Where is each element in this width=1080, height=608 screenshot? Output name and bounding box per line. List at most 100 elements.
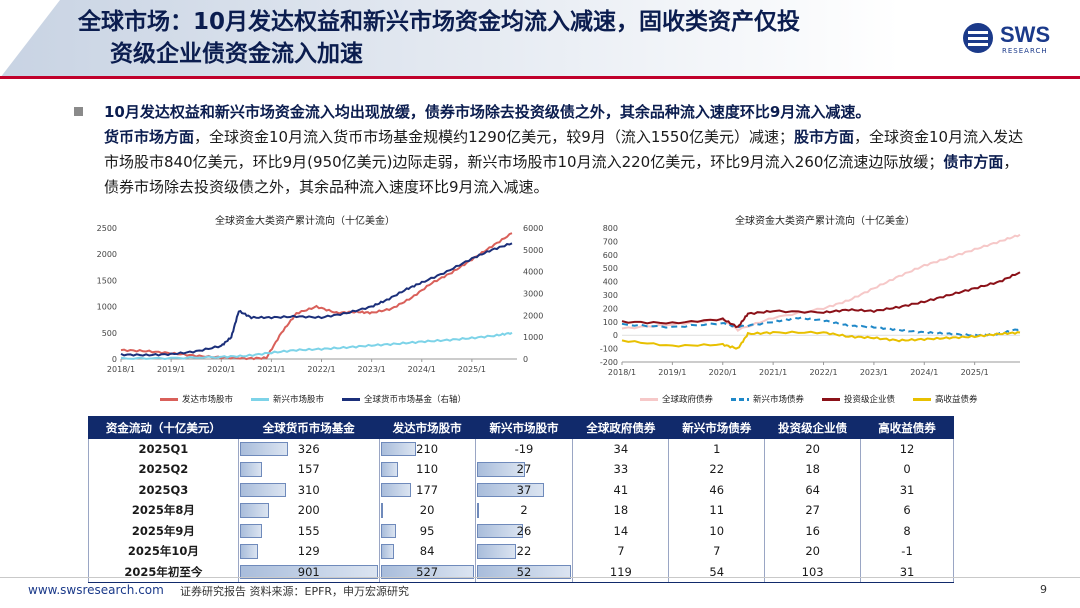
y-tick-label: 600 — [603, 251, 618, 260]
table-cell: 8 — [860, 520, 954, 541]
x-tick-label: 2025/1 — [458, 365, 486, 374]
y-tick-label: 0 — [613, 331, 618, 340]
table-cell: 527 — [378, 561, 476, 583]
cell-value: 26 — [516, 523, 532, 538]
y-tick-label: 100 — [603, 318, 618, 327]
data-bar — [239, 442, 289, 456]
data-bar — [476, 544, 516, 559]
table-cell: 16 — [764, 520, 862, 541]
cell-value: 31 — [899, 482, 915, 497]
y-tick-label: 300 — [603, 291, 618, 300]
y-tick-label: 1500 — [97, 276, 117, 285]
summary-text: 10月发达权益和新兴市场资金流入均出现放缓，债券市场除去投资级债之外，其余品种流… — [80, 100, 1030, 200]
row-label: 2025年8月 — [88, 500, 239, 521]
x-tick-label: 2020/1 — [207, 365, 235, 374]
y-right-tick-label: 2000 — [523, 311, 543, 320]
cell-value: 27 — [516, 462, 532, 477]
data-bar — [239, 482, 286, 497]
legend-label: 全球政府债券 — [662, 395, 714, 405]
legend-swatch — [822, 397, 841, 401]
equity-text: ，全球资金10月流入发达市场股市840亿美元，环比9月(950亿美元)边际走弱，… — [104, 128, 1024, 171]
table-cell: 12 — [860, 438, 954, 459]
legend-swatch — [731, 397, 750, 401]
table-cell: 14 — [572, 520, 670, 541]
table-cell: 10 — [668, 520, 766, 541]
table-header-cell: 全球政府债券 — [572, 416, 670, 439]
table-header-cell: 投资级企业债 — [764, 416, 862, 439]
y-right-tick-label: 5000 — [523, 246, 543, 255]
legend-label: 新兴市场股市 — [273, 395, 325, 405]
header-divider — [0, 76, 1080, 79]
series-line-2 — [120, 242, 513, 357]
table-cell: 1 — [668, 438, 766, 459]
x-tick-label: 2018/1 — [608, 368, 636, 377]
table-header-cell: 新兴市场债券 — [668, 416, 766, 439]
cell-value: 7 — [713, 544, 721, 559]
table-row: 2025年9月 155 95 26 14 10 16 8 — [88, 520, 954, 541]
x-tick-label: 2020/1 — [709, 368, 737, 377]
cell-value: 8 — [903, 523, 911, 538]
cell-value: -1 — [901, 544, 913, 559]
cell-value: 1 — [713, 442, 721, 456]
cell-value: 119 — [609, 564, 632, 579]
y-tick-label: 500 — [603, 264, 618, 273]
logo-text: SWS — [1000, 22, 1051, 47]
x-tick-label: 2019/1 — [157, 365, 185, 374]
table-cell: 41 — [572, 479, 670, 500]
summary-lead: 10月发达权益和新兴市场资金流入均出现放缓，债券市场除去投资级债之外，其余品种流… — [104, 103, 871, 121]
cell-value: 129 — [297, 544, 320, 559]
page-number: 9 — [1040, 583, 1047, 596]
sws-logo-icon — [963, 23, 993, 53]
y-right-tick-label: 3000 — [523, 290, 543, 299]
table-cell: 210 — [378, 438, 476, 459]
y-tick-label: -200 — [600, 358, 618, 367]
cell-value: 527 — [416, 564, 439, 579]
table-row: 2025Q3 310 177 37 41 46 64 31 — [88, 479, 954, 500]
x-tick-label: 2022/1 — [809, 368, 837, 377]
table-cell: 27 — [474, 459, 574, 480]
x-tick-label: 2018/1 — [107, 365, 135, 374]
legend-swatch — [342, 397, 361, 401]
data-bar — [380, 503, 383, 518]
table-cell: 37 — [474, 479, 574, 500]
table-cell: 7 — [668, 541, 766, 562]
data-bar — [239, 523, 262, 538]
legend-label: 新兴市场债券 — [753, 395, 805, 405]
footer-url-link[interactable]: www.swsresearch.com — [28, 583, 164, 597]
cell-value: 11 — [709, 503, 725, 518]
legend-swatch — [251, 397, 270, 401]
table-cell: 103 — [764, 561, 862, 583]
cell-value: 20 — [805, 544, 820, 559]
y-right-tick-label: 4000 — [523, 268, 543, 277]
legend-label: 全球货币市场基金（右轴） — [364, 395, 467, 405]
data-bar — [476, 564, 572, 579]
data-bar — [380, 462, 399, 477]
legend-item-mmf: 全球货币市场基金（右轴） — [342, 393, 466, 405]
cell-value: 41 — [613, 482, 629, 497]
x-tick-label: 2022/1 — [307, 365, 335, 374]
series-line-3 — [621, 330, 1021, 350]
cell-value: 157 — [297, 462, 320, 477]
data-bar — [380, 544, 394, 559]
table-cell: 22 — [668, 459, 766, 480]
x-tick-label: 2023/1 — [358, 365, 386, 374]
row-label: 2025Q1 — [88, 438, 239, 459]
table-cell: 6 — [860, 500, 954, 521]
cell-value: 46 — [709, 482, 725, 497]
cell-value: 20 — [419, 503, 435, 518]
table-cell: 84 — [378, 541, 476, 562]
legend-swatch — [640, 397, 658, 401]
data-bar — [239, 503, 269, 518]
table-row: 2025Q1 326 210 -19 34 1 20 12 — [88, 438, 954, 459]
y-tick-label: 2000 — [97, 250, 117, 259]
table-cell: 31 — [860, 561, 954, 583]
y-tick-label: 800 — [603, 224, 618, 233]
cell-value: 37 — [516, 482, 532, 497]
table-row: 2025Q2 157 110 27 33 22 18 0 — [88, 459, 954, 480]
data-bar — [380, 442, 417, 456]
table-cell: 177 — [378, 479, 476, 500]
cell-value: 14 — [613, 523, 629, 538]
table-cell: 26 — [474, 520, 574, 541]
fund-flow-table: 资金流动（十亿美元） 全球货币市场基金 发达市场股市 新兴市场股市 全球政府债券… — [88, 416, 954, 583]
chart1-title: 全球资金大类资产累计流向（十亿美金） — [215, 216, 395, 227]
